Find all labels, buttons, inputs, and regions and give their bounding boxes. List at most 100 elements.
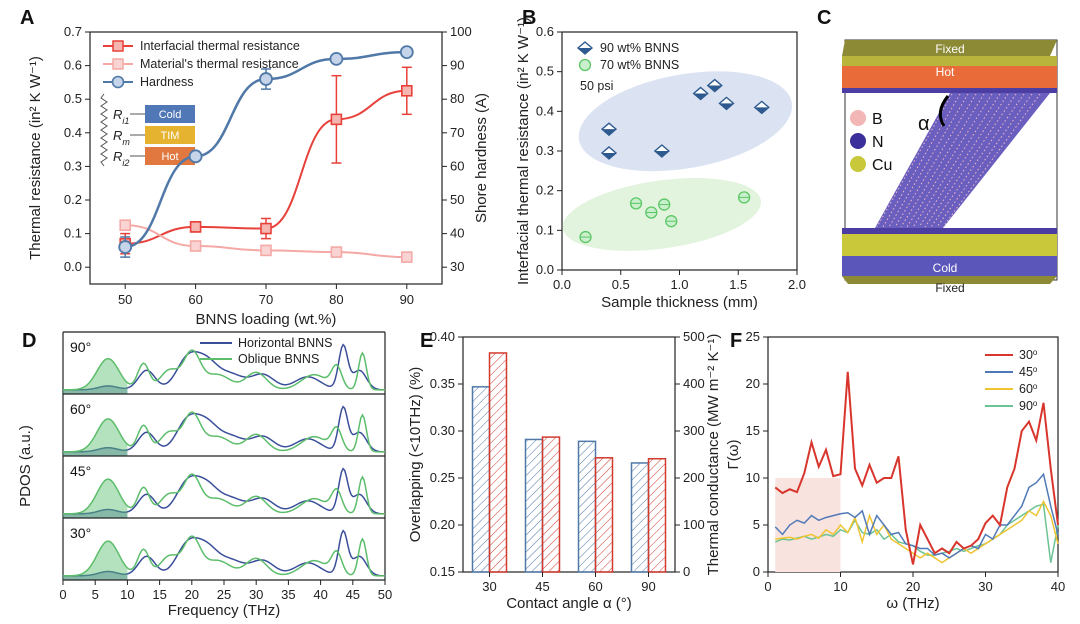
legend-label: Oblique BNNS: [238, 352, 319, 366]
x-tick-label: 80: [329, 292, 343, 307]
y-tick-label: 0.1: [64, 226, 82, 241]
data-point: [400, 251, 413, 263]
panel-letter: E: [420, 330, 433, 352]
data-point: [189, 240, 202, 252]
y2-tick-label: 40: [450, 226, 464, 241]
legend-marker: [850, 156, 866, 172]
bnns-atom-row: [924, 93, 1017, 228]
data-point: [399, 45, 414, 60]
x-tick-label: 0.0: [553, 277, 571, 292]
cluster-ellipse: [578, 71, 793, 172]
y-tick-label: 0.4: [536, 103, 554, 118]
x-tick-label: 0: [764, 579, 771, 594]
y2-tick-label: 80: [450, 91, 464, 106]
bn-layer-bottom: [842, 228, 1057, 234]
y2-tick-label: 200: [683, 470, 705, 485]
y2-tick-label: 100: [683, 517, 705, 532]
legend-label: B: [872, 111, 883, 128]
y-tick-label: 0.1: [536, 222, 554, 237]
x-tick-label: 50: [118, 292, 132, 307]
y-tick-label: 0.25: [430, 470, 455, 485]
bnns-atom-row: [918, 93, 1009, 228]
bnns-atom-row: [942, 93, 1041, 228]
pdos-line: [62, 473, 385, 515]
legend-label: Interfacial thermal resistance: [140, 39, 300, 53]
bottom-fixed-layer: [842, 276, 1057, 284]
inset-resistor-label: Rm: [113, 128, 130, 147]
inset-resistor-label: Ri1: [113, 107, 129, 126]
x-tick-label: 15: [152, 587, 166, 602]
x-tick-label: 70: [259, 292, 273, 307]
x-tick-label: 5: [92, 587, 99, 602]
x-tick-label: 45: [346, 587, 360, 602]
x-tick-label: 2.0: [788, 277, 806, 292]
x-tick-label: 35: [281, 587, 295, 602]
y-tick-label: 0: [753, 564, 760, 579]
bar: [647, 457, 667, 573]
data-point: [260, 222, 272, 235]
data-point: [118, 240, 133, 254]
overlap-fill: [63, 418, 128, 456]
oblique-bnns: [875, 93, 1050, 228]
data-point-fill: [754, 107, 769, 114]
cu-layer: [842, 56, 1057, 66]
bar: [630, 462, 650, 573]
degree-sign: o: [1033, 399, 1038, 408]
panel-letter: A: [20, 7, 34, 29]
series-line: [125, 50, 407, 249]
legend-label: Hardness: [140, 75, 194, 89]
inset-resistor-sub: i2: [122, 158, 129, 168]
bar: [488, 352, 508, 573]
md-schematic: α Fixed Hot Cold Fixed BN Cu: [842, 39, 1058, 295]
panel-letter: C: [817, 7, 831, 29]
cu-layer: [842, 234, 1057, 256]
y2-tick-label: 50: [450, 192, 464, 207]
inset-resistor-label: Ri2: [113, 149, 129, 168]
hot-label: Hot: [936, 65, 955, 79]
y-tick-label: 0.35: [430, 376, 455, 391]
bnns-atom-row: [936, 93, 1033, 228]
bnns-atom-row: [888, 93, 969, 228]
data-point: [330, 113, 343, 126]
y-tick-label: 20: [746, 376, 760, 391]
inset-layer-label: Hot: [161, 151, 178, 163]
inset-layer-label: TIM: [161, 130, 180, 142]
y2-tick-label: 100: [450, 24, 472, 39]
overlap-fill: [63, 447, 128, 456]
degree-sign: o: [1033, 382, 1038, 391]
legend-marker: [578, 58, 592, 72]
y2-axis-label: Thermal conductance (MW m⁻² K⁻¹): [705, 334, 722, 576]
data-point: [330, 246, 343, 258]
y2-tick-label: 60: [450, 158, 464, 173]
x-axis-label: Contact angle α (°): [506, 595, 632, 612]
y-tick-label: 0.2: [536, 183, 554, 198]
y-tick-label: 0.0: [536, 262, 554, 277]
x-tick-label: 40: [313, 587, 327, 602]
y-tick-label: 25: [746, 329, 760, 344]
inset-layer-label: Cold: [159, 109, 182, 121]
pdos-line: [63, 467, 386, 515]
y2-tick-label: 0: [683, 564, 690, 579]
x-tick-label: 90: [400, 292, 414, 307]
bar: [541, 436, 561, 573]
legend-marker-fill: [578, 48, 592, 54]
data-point: [400, 85, 413, 97]
bnns-atom-row: [912, 93, 1001, 228]
fixed-bottom-label: Fixed: [935, 281, 964, 295]
data-point: [189, 221, 202, 233]
plot-frame: [462, 336, 676, 573]
x-tick-label: 90: [641, 579, 655, 594]
y-tick-label: 0.4: [64, 125, 82, 140]
x-tick-label: 60: [588, 579, 602, 594]
legend-label: 90o: [1019, 399, 1038, 414]
annotation: 50 psi: [580, 79, 613, 93]
x-axis-label: BNNS loading (wt.%): [196, 311, 337, 328]
bnns-atom-row: [882, 93, 961, 228]
pdos-line: [62, 411, 385, 453]
x-tick-label: 25: [217, 587, 231, 602]
legend-marker: [850, 133, 866, 149]
data-point-fill: [602, 152, 616, 159]
legend-marker: [112, 40, 124, 52]
x-tick-label: 0.5: [612, 277, 630, 292]
legend-label: 90 wt% BNNS: [600, 41, 679, 55]
